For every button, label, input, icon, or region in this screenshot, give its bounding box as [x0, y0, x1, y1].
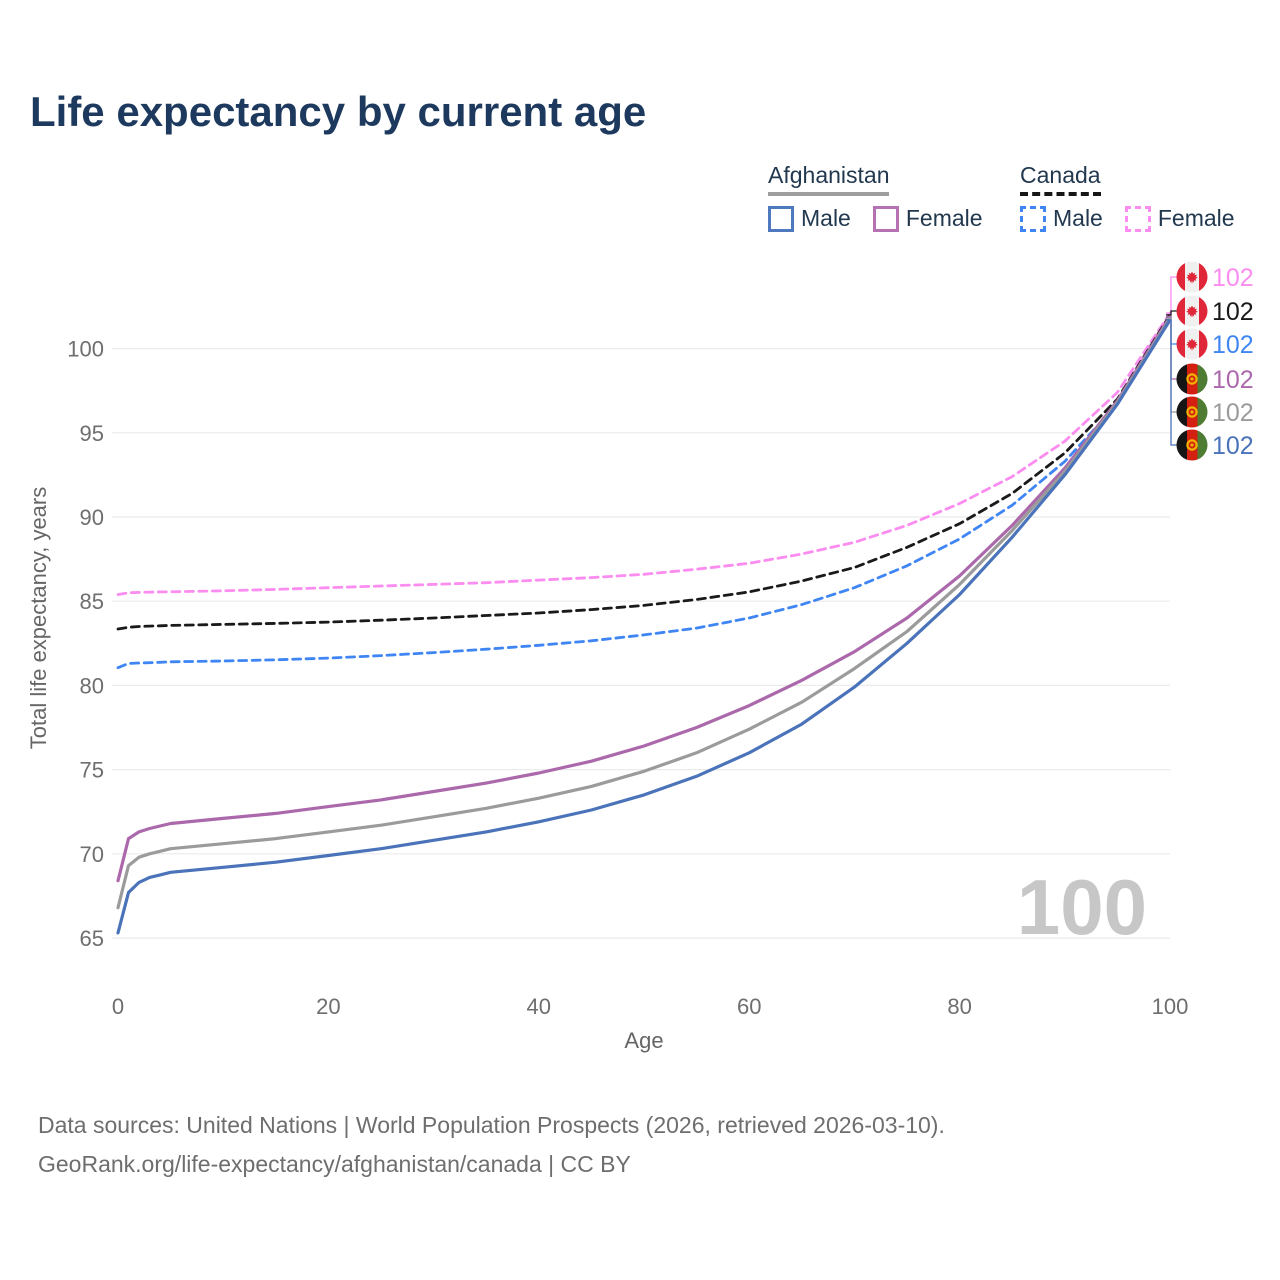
end-value-label-afghanistan-female: 102	[1212, 366, 1254, 394]
legend-label-afghanistan-male: Male	[801, 205, 851, 231]
y-tick-label: 90	[80, 505, 104, 530]
y-tick-label: 70	[80, 842, 104, 867]
x-tick-label: 60	[737, 994, 761, 1019]
footer: Data sources: United Nations | World Pop…	[38, 1106, 945, 1184]
legend-label-afghanistan-female: Female	[905, 205, 983, 231]
legend-item-canada-female: Female	[1124, 205, 1235, 232]
y-tick-label: 75	[80, 758, 104, 783]
canada-flag-icon	[1177, 262, 1208, 293]
afghanistan-flag-icon	[1177, 397, 1208, 428]
canada-flag-icon	[1177, 329, 1208, 360]
x-axis-title: Age	[624, 1028, 663, 1053]
series-line-afghanistan-female	[116, 315, 1172, 883]
canada-male-swatch-icon	[1020, 205, 1046, 232]
legend-label-canada-male: Male	[1053, 205, 1103, 231]
series-line-canada-female	[116, 311, 1172, 596]
y-axis-title: Total life expectancy, years	[26, 487, 51, 750]
x-tick-label: 100	[1152, 994, 1189, 1019]
legend-item-afghanistan-male: Male	[768, 205, 851, 232]
y-tick-label: 95	[80, 421, 104, 446]
end-value-label-canada-male: 102	[1212, 331, 1254, 359]
canada-female-swatch-icon	[1124, 205, 1151, 232]
end-value-label-canada-female: 102	[1212, 264, 1254, 292]
leader-line-afghanistan-male	[1166, 319, 1177, 446]
legend-group-canada: Canada Male Female	[1020, 162, 1235, 232]
afghanistan-male-swatch-icon	[768, 205, 794, 232]
y-tick-label: 85	[80, 589, 104, 614]
y-tick-label: 100	[67, 337, 104, 362]
series-line-canada-male	[116, 315, 1172, 670]
end-value-label-afghanistan-male: 102	[1212, 432, 1254, 460]
attribution-text: GeoRank.org/life-expectancy/afghanistan/…	[38, 1151, 631, 1178]
afghanistan-female-swatch-icon	[872, 205, 899, 232]
data-sources-text: Data sources: United Nations | World Pop…	[38, 1112, 945, 1138]
legend-country-afghanistan: Afghanistan	[768, 162, 890, 196]
series-line-afghanistan-male	[116, 318, 1172, 935]
y-tick-label: 80	[80, 673, 104, 698]
watermark-age-value: 100	[1016, 863, 1148, 951]
page-title: Life expectancy by current age	[30, 88, 647, 135]
legend-item-afghanistan-female: Female	[872, 205, 983, 232]
y-tick-label: 65	[80, 926, 104, 951]
x-tick-label: 80	[947, 994, 971, 1019]
x-tick-label: 20	[316, 994, 340, 1019]
leader-line-canada-total	[1166, 310, 1177, 316]
x-tick-label: 0	[112, 994, 124, 1019]
afghanistan-flag-icon	[1177, 364, 1208, 395]
legend-item-canada-male: Male	[1020, 205, 1103, 232]
series-line-afghanistan-total	[116, 316, 1172, 910]
afghanistan-flag-icon	[1177, 430, 1208, 461]
x-tick-label: 40	[527, 994, 551, 1019]
legend-label-canada-female: Female	[1157, 205, 1235, 231]
end-value-label-afghanistan-total: 102	[1212, 399, 1254, 427]
legend-group-afghanistan: Afghanistan Male Female	[768, 162, 983, 232]
leader-line-canada-female	[1166, 276, 1177, 314]
series-line-canada-total	[116, 313, 1172, 631]
legend-country-canada: Canada	[1020, 162, 1101, 196]
end-value-label-canada-total: 102	[1212, 298, 1254, 326]
canada-flag-icon	[1177, 296, 1208, 327]
